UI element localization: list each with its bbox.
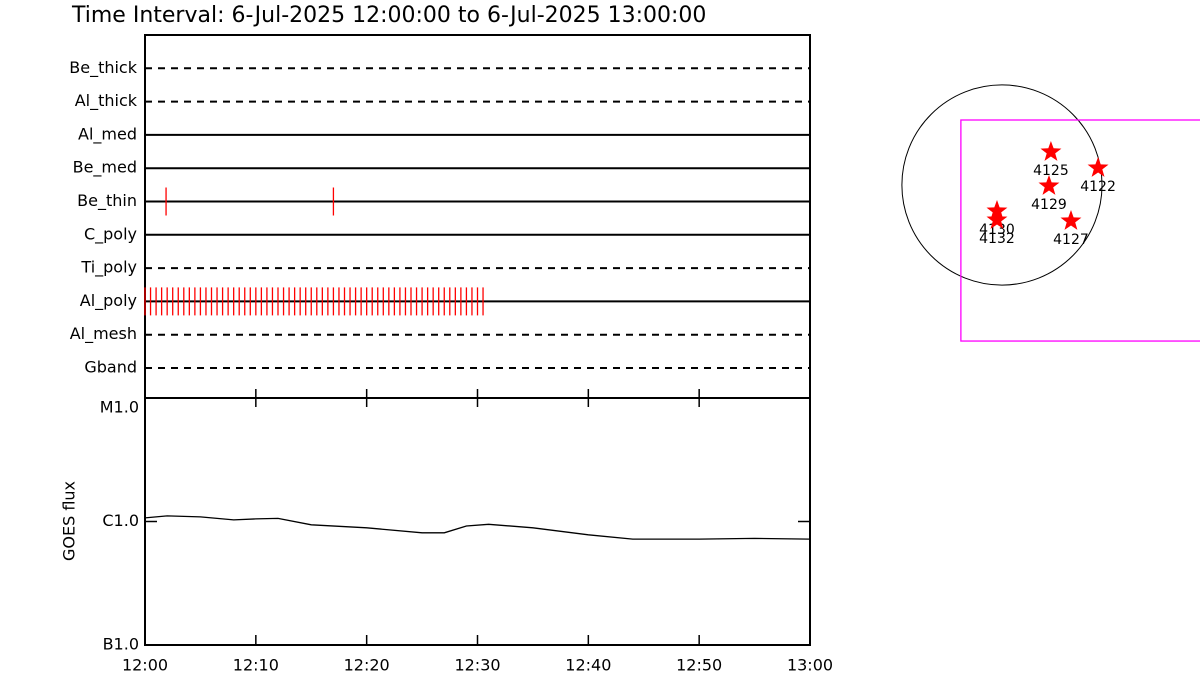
flux-line (144, 515, 811, 540)
row-label: C_poly (84, 224, 137, 244)
solar-disk (901, 84, 1103, 286)
region-label: 4130 (979, 222, 1015, 238)
row-label: Be_thick (69, 58, 137, 78)
fov-box (960, 119, 1200, 342)
region-marker (1087, 157, 1109, 177)
x-tick-label: 12:20 (344, 656, 390, 675)
y-axis-label: GOES flux (60, 481, 79, 561)
row-label: Ti_poly (80, 258, 137, 278)
row-label: Al_thick (75, 91, 138, 111)
row-label: Be_thin (77, 191, 137, 211)
region-marker (1040, 141, 1062, 161)
x-tick-label: 12:50 (676, 656, 722, 675)
row-label: Gband (84, 358, 137, 377)
flux-frame (144, 397, 811, 646)
chart-title: Time Interval: 6-Jul-2025 12:00:00 to 6-… (71, 3, 706, 28)
region-marker (1060, 210, 1082, 230)
x-tick-label: 12:30 (454, 656, 500, 675)
region-label: 4125 (1033, 163, 1069, 179)
region-marker (986, 209, 1008, 229)
region-label: 4127 (1053, 232, 1089, 248)
row-label: Be_med (73, 158, 137, 178)
x-tick-label: 12:40 (565, 656, 611, 675)
region-label: 4129 (1031, 197, 1067, 213)
row-label: Al_mesh (70, 324, 137, 344)
y-tick-label: B1.0 (103, 635, 139, 654)
y-tick-label: C1.0 (102, 511, 139, 530)
x-tick-label: 13:00 (787, 656, 833, 675)
row-label: Al_med (78, 124, 137, 144)
region-label: 4132 (979, 231, 1015, 247)
timeline-frame (144, 34, 811, 399)
x-tick-label: 12:10 (233, 656, 279, 675)
x-tick-label: 12:00 (122, 656, 168, 675)
row-label: Al_poly (80, 291, 137, 311)
region-marker (1038, 175, 1060, 195)
y-tick-label: M1.0 (100, 398, 139, 417)
region-label: 4122 (1080, 179, 1116, 195)
